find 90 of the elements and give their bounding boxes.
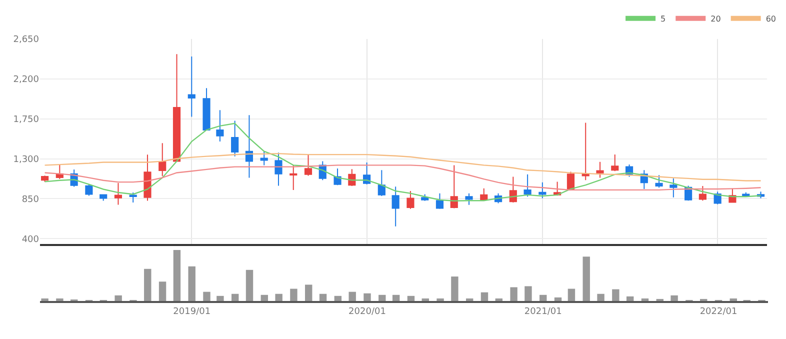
bar (407, 296, 415, 301)
bar (422, 298, 429, 301)
candlestick (85, 184, 93, 196)
x-tick-label: 2020/01 (348, 306, 386, 317)
candlestick (582, 122, 590, 181)
x-tick-label: 2019/01 (173, 306, 211, 317)
bar (158, 282, 166, 301)
bar (392, 294, 400, 301)
bar (203, 292, 210, 301)
legend-label: 60 (766, 14, 776, 24)
candlestick (216, 110, 224, 142)
bar (568, 288, 576, 301)
bar (730, 298, 738, 301)
y-tick-label: 2,200 (13, 75, 40, 86)
bar (216, 296, 224, 301)
candlestick (406, 190, 414, 210)
x-tick-label: 2021/01 (524, 306, 562, 317)
bar (670, 295, 678, 301)
bar (597, 294, 604, 301)
y-tick-label: 850 (22, 194, 40, 205)
y-tick-label: 2,650 (13, 35, 40, 46)
bar (56, 298, 64, 301)
candlestick (524, 174, 532, 198)
candlestick (670, 178, 678, 198)
candlestick (436, 192, 444, 210)
y-tick-label: 1,300 (13, 154, 40, 165)
bar (612, 289, 620, 301)
candlestick (144, 154, 152, 202)
bar (319, 294, 327, 301)
y-tick-label: 400 (22, 234, 40, 245)
candlestick (274, 152, 282, 186)
candlestick (172, 54, 181, 162)
bar (436, 298, 444, 301)
bar (260, 294, 268, 301)
bar (173, 250, 181, 301)
y-tick-label: 1,750 (13, 115, 40, 126)
bar (348, 292, 356, 301)
candlestick (480, 188, 488, 202)
candlestick (41, 175, 49, 182)
candlestick (304, 154, 312, 176)
candlestick (245, 114, 254, 178)
candlestick (392, 186, 400, 227)
legend-label: 5 (660, 14, 666, 24)
bar (466, 298, 474, 301)
candlestick (100, 194, 108, 202)
candlestick (611, 154, 619, 172)
bar (246, 270, 254, 301)
bar (188, 266, 196, 301)
line-series (44, 122, 762, 202)
bar (275, 294, 282, 301)
bar (305, 284, 312, 301)
candlestick (363, 162, 371, 185)
bar (582, 256, 590, 301)
bar (524, 286, 532, 301)
bar (364, 293, 371, 301)
candlestick (596, 161, 604, 178)
bar (290, 288, 298, 301)
candlestick (698, 186, 706, 202)
candlestick (188, 56, 196, 118)
bar (144, 268, 152, 301)
candlestick (538, 182, 546, 199)
candlestick (378, 170, 386, 196)
legend-label: 20 (710, 14, 721, 24)
line-series (44, 152, 762, 182)
line-series (44, 164, 762, 191)
bar (626, 296, 634, 301)
bar (641, 298, 649, 301)
candlestick (158, 142, 166, 177)
x-tick-label: 2022/01 (700, 306, 738, 317)
candlestick (114, 182, 122, 206)
bar (114, 295, 122, 301)
bar (334, 296, 342, 301)
candlestick (334, 168, 342, 186)
bar (540, 294, 547, 301)
bar (495, 298, 503, 301)
candlestick (202, 88, 210, 130)
bar (41, 298, 48, 301)
bar (231, 294, 239, 301)
candlestick (231, 120, 239, 157)
candlestick (450, 164, 458, 209)
bar (451, 276, 458, 301)
bar (554, 297, 562, 301)
candlestick (260, 150, 268, 166)
bar (480, 292, 488, 301)
candlestick (509, 176, 517, 204)
bar (378, 294, 386, 301)
candlestick (655, 174, 663, 188)
bar (510, 287, 518, 301)
candlestick (290, 164, 298, 191)
candlestick (465, 192, 473, 206)
